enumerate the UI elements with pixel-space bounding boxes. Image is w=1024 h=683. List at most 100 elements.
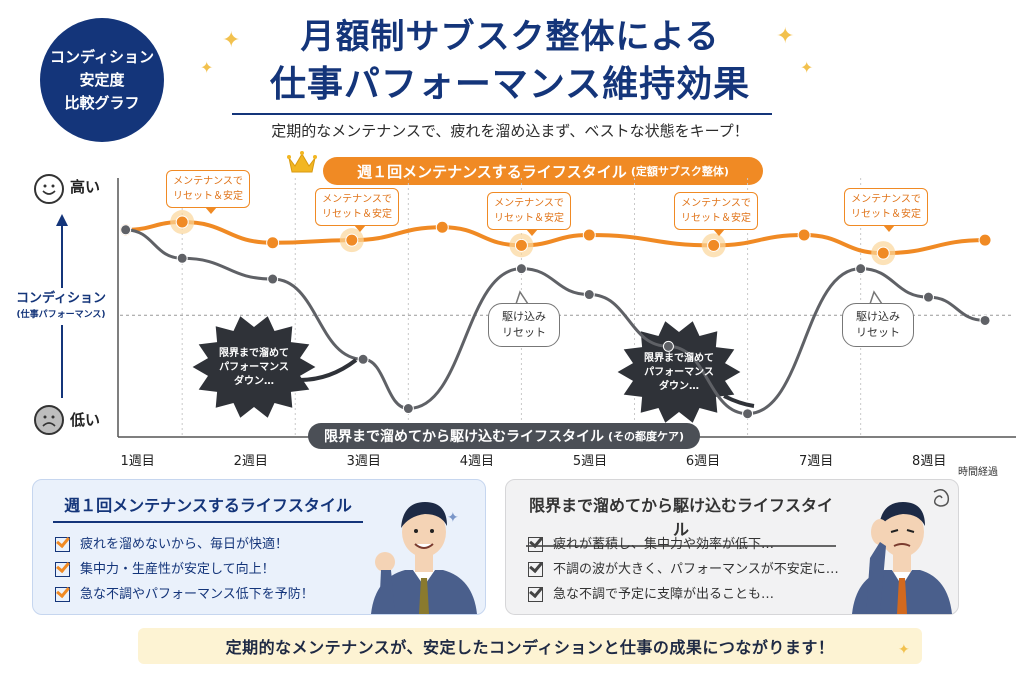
- data-point: [515, 263, 527, 275]
- happy-businessman-illustration: [371, 502, 477, 614]
- bubble-text: リセット: [856, 326, 900, 339]
- data-point: [583, 289, 595, 301]
- badge-line-1: コンディション: [50, 47, 154, 66]
- data-point: [876, 246, 890, 260]
- data-point: [514, 238, 528, 252]
- bubble-text: リセット: [502, 326, 546, 339]
- burst-tail: [299, 358, 358, 382]
- maintenance-callout: メンテナンスで リセット＆安定: [674, 192, 758, 236]
- list-item: 疲れが蓄積し、集中力や効率が低下…: [528, 532, 839, 557]
- y-low-label: 低い: [70, 411, 101, 429]
- drawbacks-list: 疲れが蓄積し、集中力や効率が低下… 不調の波が大きく、パフォーマンスが不安定に……: [528, 532, 839, 607]
- title-line-2: 仕事パフォーマンス維持効果: [269, 64, 751, 105]
- callout-text: リセット＆安定: [322, 209, 392, 220]
- maintenance-callout: メンテナンスで リセット＆安定: [315, 188, 399, 232]
- checkbox-icon: [528, 537, 543, 552]
- list-item-text: 集中力・生産性が安定して向上！: [80, 561, 275, 577]
- sparkle-icon: ✦: [200, 58, 214, 77]
- burst-line: パフォーマンス: [644, 367, 714, 378]
- bubble-text: 駆け込み: [856, 310, 900, 323]
- burst-line: 限界まで溜めて: [644, 353, 714, 364]
- tired-businessman-illustration: [852, 489, 952, 614]
- data-point: [175, 215, 189, 229]
- x-tick-label: 8週目: [912, 454, 947, 469]
- checkbox-icon: [55, 587, 70, 602]
- data-point: [707, 238, 721, 252]
- orange-banner-label: 週１回メンテナンスするライフスタイル: [357, 162, 627, 181]
- page-title: 月額制サブスク整体による 仕事パフォーマンス維持効果: [200, 14, 820, 110]
- bubble-text: 駆け込み: [502, 310, 546, 323]
- orange-series-banner: 週１回メンテナンスするライフスタイル (定額サブスク整体): [323, 157, 763, 185]
- data-point: [176, 252, 188, 264]
- callout-text: メンテナンスで: [851, 194, 921, 205]
- callout-text: リセット＆安定: [681, 213, 751, 224]
- highlight-glow: [170, 210, 195, 235]
- y-arrow-head: [56, 214, 68, 226]
- data-point: [345, 233, 359, 247]
- callout-text: メンテナンスで: [173, 176, 243, 187]
- callout-text: メンテナンスで: [494, 198, 564, 209]
- data-point: [582, 228, 596, 242]
- callout-text: メンテナンスで: [681, 198, 751, 209]
- smile-face-icon: [34, 174, 64, 204]
- highlight-glow: [701, 233, 726, 258]
- highlight-glow: [509, 233, 534, 258]
- data-point: [357, 353, 369, 365]
- badge-line-3: 比較グラフ: [64, 93, 140, 112]
- list-item: 急な不調やパフォーマンス低下を予防！: [55, 582, 314, 607]
- list-item-text: 急な不調で予定に支障が出ることも…: [553, 586, 775, 602]
- data-point: [435, 220, 449, 234]
- gray-banner-label: 限界まで溜めてから駆け込むライフスタイル: [323, 429, 604, 445]
- x-axis-title: 時間経過: [958, 467, 998, 478]
- data-point: [979, 314, 991, 326]
- maintenance-callout: メンテナンスで リセット＆安定: [487, 192, 571, 236]
- list-item: 不調の波が大きく、パフォーマンスが不安定に…: [528, 557, 839, 582]
- maintenance-callout: メンテナンスで リセット＆安定: [166, 170, 250, 214]
- y-axis-label: コンディション: [15, 291, 107, 306]
- x-tick-label: 4週目: [459, 454, 495, 469]
- checkbox-icon: [528, 562, 543, 577]
- data-point: [662, 340, 674, 352]
- checkbox-icon: [55, 537, 70, 552]
- sparkle-icon: ✦: [898, 642, 910, 658]
- list-item-text: 不調の波が大きく、パフォーマンスが不安定に…: [553, 561, 839, 577]
- x-tick-label: 2週目: [233, 454, 268, 469]
- list-item-text: 疲れを溜めないから、毎日が快適！: [80, 536, 289, 552]
- crash-drawbacks-panel: 限界まで溜めてから駆け込むライフスタイル 疲れが蓄積し、集中力や効率が低下… 不…: [505, 479, 959, 615]
- x-tick-label: 3週目: [346, 454, 381, 469]
- burst-tail: [723, 394, 755, 408]
- y-axis-title: コンディション (仕事パフォーマンス): [6, 291, 116, 323]
- burst-text: 限界まで溜めて パフォーマンス ダウン…: [631, 352, 727, 394]
- callout-text: メンテナンスで: [322, 194, 392, 205]
- sad-face-icon: [34, 405, 64, 435]
- reset-bubble: 駆け込み リセット: [488, 303, 560, 347]
- x-tick-label: 7週目: [798, 454, 834, 469]
- maintenance-callout: メンテナンスで リセット＆安定: [844, 188, 928, 232]
- data-point: [119, 223, 133, 237]
- burst-text: 限界まで溜めて パフォーマンス ダウン…: [206, 347, 302, 389]
- gray-series-banner: 限界まで溜めてから駆け込むライフスタイル (その都度ケア): [308, 423, 700, 449]
- x-tick-label: 1週目: [120, 454, 155, 469]
- sparkle-icon: ✦: [447, 510, 459, 526]
- callout-text: リセット＆安定: [173, 191, 243, 202]
- burst-line: ダウン…: [659, 381, 699, 392]
- list-item: 集中力・生産性が安定して向上！: [55, 557, 314, 582]
- highlight-glow: [871, 241, 896, 266]
- title-underline: [232, 113, 772, 115]
- data-point: [797, 228, 811, 242]
- data-point: [923, 291, 934, 303]
- chart-type-badge: コンディション 安定度 比較グラフ: [40, 18, 164, 142]
- burst-line: ダウン…: [234, 376, 274, 387]
- list-item-text: 急な不調やパフォーマンス低下を予防！: [80, 586, 314, 602]
- panel-right-title: 限界まで溜めてから駆け込むライフスタイル: [526, 492, 836, 547]
- sparkle-icon: ✦: [800, 58, 814, 77]
- maintenance-benefits-panel: 週１回メンテナンスするライフスタイル 疲れを溜めないから、毎日が快適！ 集中力・…: [32, 479, 486, 615]
- crown-icon: [287, 151, 317, 173]
- page-subtitle: 定期的なメンテナンスで、疲れを溜め込まず、ベストな状態をキープ！: [271, 122, 749, 140]
- x-tick-label: 5週目: [572, 454, 608, 469]
- callout-text: リセット＆安定: [494, 213, 564, 224]
- panel-left-title: 週１回メンテナンスするライフスタイル: [53, 492, 363, 523]
- sparkle-icon: ✦: [222, 28, 241, 53]
- title-line-1: 月額制サブスク整体による: [300, 17, 720, 57]
- burst-line: パフォーマンス: [219, 362, 289, 373]
